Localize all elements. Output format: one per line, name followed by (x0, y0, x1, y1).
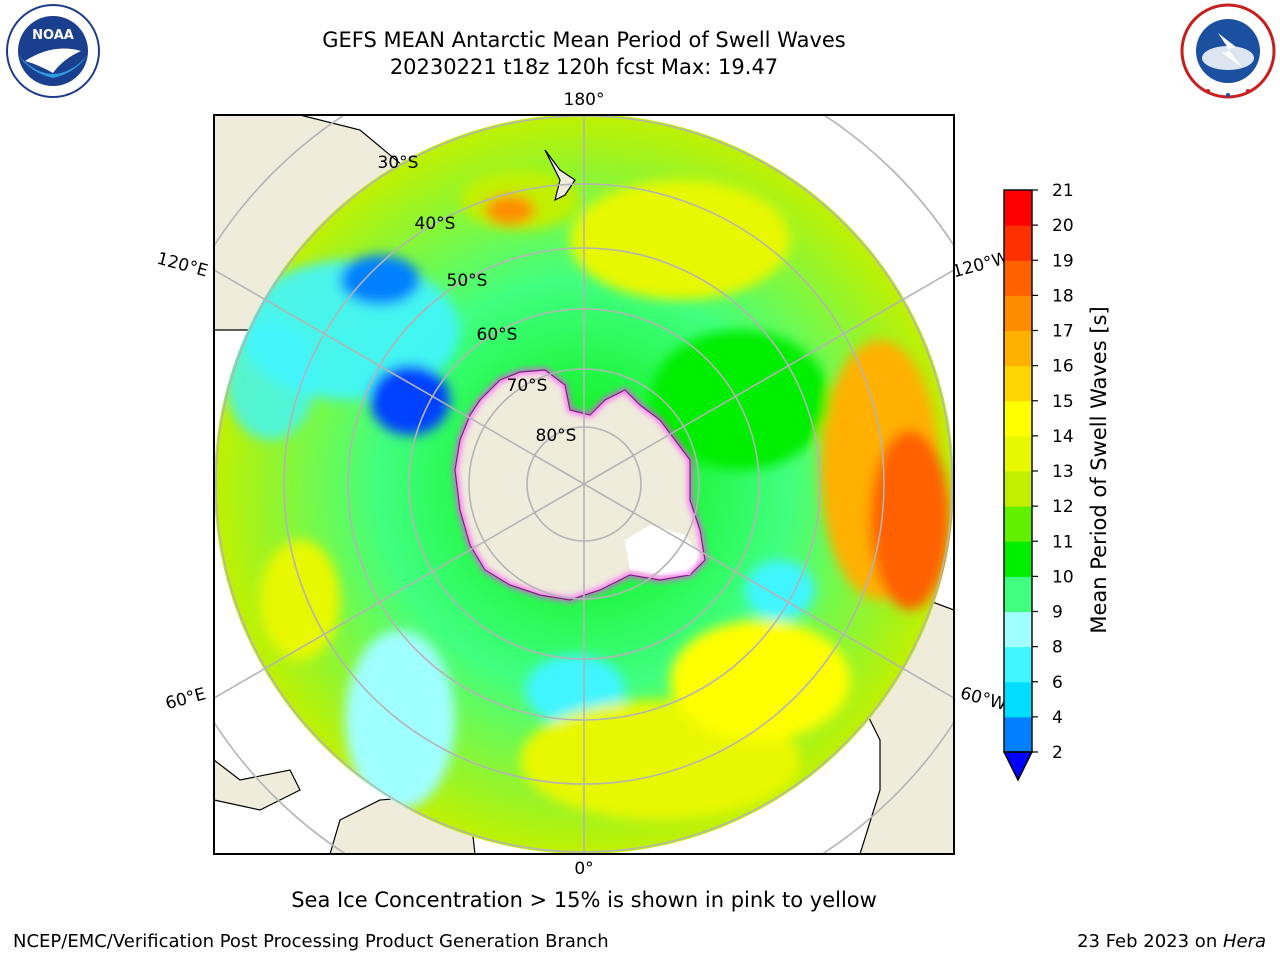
colorbar-bin (1004, 400, 1032, 437)
colorbar-bin (1004, 681, 1032, 718)
map-frame (213, 114, 955, 855)
map-title: GEFS MEAN Antarctic Mean Period of Swell… (322, 28, 846, 52)
sea-ice-caption: Sea Ice Concentration > 15% is shown in … (291, 888, 877, 912)
lat-label: 70°S (507, 376, 548, 396)
lat-label: 50°S (447, 271, 488, 291)
lon-label-60e: 60°E (163, 684, 208, 714)
lon-label-120w: 120°W (950, 248, 1011, 282)
colorbar-bin (1004, 260, 1032, 296)
lat-label: 80°S (536, 426, 577, 446)
colorbar-tick-label: 10 (1052, 567, 1074, 587)
colorbar-bin (1004, 225, 1032, 261)
colorbar-tick-label: 17 (1052, 322, 1074, 342)
colorbar-tick-label: 9 (1052, 603, 1063, 623)
colorbar-bin (1004, 295, 1032, 331)
lat-label: 30°S (378, 153, 419, 173)
colorbar-bin (1004, 365, 1032, 402)
colorbar-tick-label: 16 (1052, 357, 1074, 377)
machine-name: Hera (1222, 931, 1266, 952)
colorbar-bin (1004, 576, 1032, 612)
credit-text: NCEP/EMC/Verification Post Processing Pr… (13, 931, 609, 952)
land-africa (214, 759, 301, 811)
lat-label: 40°S (415, 214, 456, 234)
colorbar-extend-triangle (1002, 751, 1034, 782)
colorbar-tick-label: 6 (1052, 673, 1063, 693)
lon-label-120e: 120°E (155, 249, 210, 282)
lon-label-60w: 60°W (958, 683, 1009, 715)
lat-label: 60°S (477, 325, 518, 345)
land-new-zealand (544, 149, 576, 202)
colorbar-bin (1004, 716, 1032, 753)
colorbar-tick-label: 11 (1052, 532, 1074, 552)
colorbar-bin (1004, 611, 1032, 648)
colorbar-tick-label: 13 (1052, 462, 1074, 482)
lon-label-180: 180° (564, 90, 605, 110)
colorbar-tick-label: 15 (1052, 392, 1074, 412)
colorbar-bin (1004, 330, 1032, 367)
lon-label-0: 0° (574, 859, 593, 879)
colorbar-bin (1004, 190, 1032, 226)
sea-ice-edge (452, 367, 708, 603)
colorbar-bin (1004, 646, 1032, 683)
colorbar-label: Mean Period of Swell Waves [s] (1087, 306, 1111, 633)
colorbar-tick-label: 14 (1052, 427, 1074, 447)
noaa-logo: NOAA (6, 4, 100, 98)
colorbar-tick-label: 21 (1052, 181, 1074, 201)
colorbar-tick-label: 4 (1052, 708, 1063, 728)
colorbar-bin (1004, 471, 1032, 507)
colorbar-tick-label: 12 (1052, 497, 1074, 517)
ross-ice-shelf (625, 525, 700, 575)
map-subtitle: 20230221 t18z 120h fcst Max: 19.47 (389, 55, 779, 79)
colorbar-bin (1004, 435, 1032, 472)
colorbar-bin (1004, 506, 1032, 542)
date-text: 23 Feb 2023 on Hera (1077, 931, 1266, 952)
colorbar-tick-label: 18 (1052, 286, 1074, 306)
colorbar-tick-label: 8 (1052, 638, 1063, 658)
colorbar-tick-label: 19 (1052, 251, 1074, 271)
noaa-logo-text: NOAA (32, 28, 74, 43)
colorbar-tick-label: 20 (1052, 216, 1074, 236)
colorbar-bin (1004, 541, 1032, 577)
nws-logo (1180, 3, 1276, 99)
colorbar: 2 4 6 8 9 10 11 12 13 14 15 16 17 18 19 20 21 (1002, 181, 1074, 782)
colorbar-tick-label: 2 (1052, 743, 1063, 763)
date-label: 23 Feb 2023 on (1077, 931, 1223, 952)
